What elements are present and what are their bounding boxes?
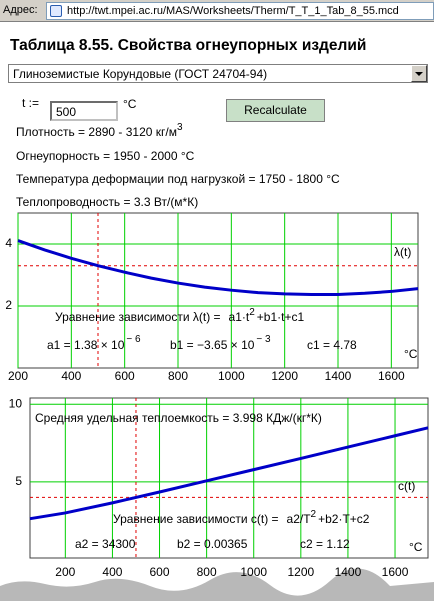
temperature-input[interactable]: 500 — [50, 101, 118, 121]
x-tick-label: 600 — [115, 369, 135, 383]
x-tick-label: 1000 — [218, 369, 245, 383]
coefficient-power: − 6 — [126, 334, 141, 345]
coefficient-text: a1 = 1.38 × 10 — [47, 338, 125, 352]
coefficient: b1 = −3.65 × 10− 3 — [170, 334, 271, 353]
input-label: t := — [22, 96, 40, 110]
material-dropdown[interactable]: Глиноземистые Корундовые (ГОСТ 24704-94) — [8, 64, 428, 83]
property-sup: 3 — [177, 122, 183, 133]
coefficient: c1 = 4.78 — [307, 338, 357, 352]
coefficient-text: b2 = 0.00365 — [177, 537, 248, 551]
dropdown-value: Глиноземистые Корундовые (ГОСТ 24704-94) — [13, 67, 268, 81]
equation: Уравнение зависимости λ(t) = a1·t2 +b1·t+c… — [55, 307, 304, 325]
coefficient: c2 = 1.12 — [300, 537, 350, 551]
equation-power: 2 — [249, 307, 255, 318]
page-icon — [50, 5, 62, 17]
x-tick-label: 400 — [61, 369, 81, 383]
property-text: Плотность = 2890 - 3120 кг/м — [16, 125, 177, 139]
y-tick-label: 2 — [5, 298, 12, 312]
coefficient-text: a2 = 34300 — [75, 537, 136, 551]
y-tick-label: 4 — [5, 236, 12, 250]
coefficient-power: − 3 — [256, 334, 271, 345]
equation-formula: a1·t — [229, 310, 250, 324]
series-label: λ(t) — [394, 245, 411, 259]
plot-area — [29, 397, 429, 559]
y-tick-label: 10 — [9, 396, 23, 410]
x-tick-label: 400 — [102, 565, 122, 579]
equation-text: Уравнение зависимости λ(t) = — [55, 310, 221, 324]
property-text: Температура деформации под нагрузкой = 1… — [16, 172, 340, 186]
title: Таблица 8.55. Свойства огнеупорных издел… — [10, 37, 367, 54]
equation-rest: +b1·t+c1 — [257, 310, 305, 324]
x-tick-label: 1200 — [287, 565, 314, 579]
dropdown-arrow[interactable] — [411, 65, 427, 82]
equation-formula: a2/T — [287, 512, 312, 526]
address-field[interactable]: http://twt.mpei.ac.ru/MAS/Worksheets/The… — [46, 2, 434, 20]
x-tick-label: 200 — [55, 565, 75, 579]
coefficient-text: c1 = 4.78 — [307, 338, 357, 352]
x-tick-label: 1000 — [240, 565, 267, 579]
x-tick-label: 1600 — [378, 369, 405, 383]
equation-text: Уравнение зависимости c(t) = — [113, 512, 279, 526]
equation-power: 2 — [311, 509, 317, 520]
coefficient: b2 = 0.00365 — [177, 537, 248, 551]
series-label: c(t) — [398, 479, 415, 493]
coefficient: a1 = 1.38 × 10− 6 — [47, 334, 141, 353]
coefficient-text: c2 = 1.12 — [300, 537, 350, 551]
coefficient: a2 = 34300 — [75, 537, 136, 551]
property: Теплопроводность = 3.3 Вт/(м*К) — [16, 195, 198, 209]
series-line — [17, 239, 419, 297]
address-label: Адрес: — [3, 4, 38, 16]
x-tick-label: 600 — [150, 565, 170, 579]
property-text: Теплопроводность = 3.3 Вт/(м*К) — [16, 195, 198, 209]
property: Температура деформации под нагрузкой = 1… — [16, 172, 340, 186]
equation-rest: +b2·T+c2 — [318, 512, 370, 526]
input-unit: °C — [123, 97, 137, 111]
property: Огнеупорность = 1950 - 2000 °C — [16, 149, 195, 163]
torn-edge — [0, 568, 434, 601]
subtitle: Средняя удельная теплоемкость = 3.998 КД… — [35, 411, 322, 425]
y-tick-label: 5 — [15, 474, 22, 488]
x-tick-label: 800 — [168, 369, 188, 383]
address-bar: Адрес: http://twt.mpei.ac.ru/MAS/Workshe… — [0, 0, 434, 22]
x-tick-label: 200 — [8, 369, 28, 383]
url: http://twt.mpei.ac.ru/MAS/Worksheets/The… — [67, 5, 399, 17]
x-tick-label: 1400 — [325, 369, 352, 383]
equation: Уравнение зависимости c(t) = a2/T2 +b2·T+c… — [113, 509, 370, 527]
recalculate-button[interactable]: Recalculate — [226, 99, 325, 122]
x-tick-label: 1200 — [271, 369, 298, 383]
coefficient-text: b1 = −3.65 × 10 — [170, 338, 255, 352]
x-tick-label: 1400 — [335, 565, 362, 579]
axis-unit: °C — [404, 347, 418, 361]
property-text: Огнеупорность = 1950 - 2000 °C — [16, 149, 195, 163]
property: Плотность = 2890 - 3120 кг/м3 — [16, 122, 183, 140]
x-tick-label: 800 — [197, 565, 217, 579]
axis-unit: °C — [409, 540, 423, 554]
x-tick-label: 1600 — [382, 565, 409, 579]
series-line — [29, 426, 429, 521]
